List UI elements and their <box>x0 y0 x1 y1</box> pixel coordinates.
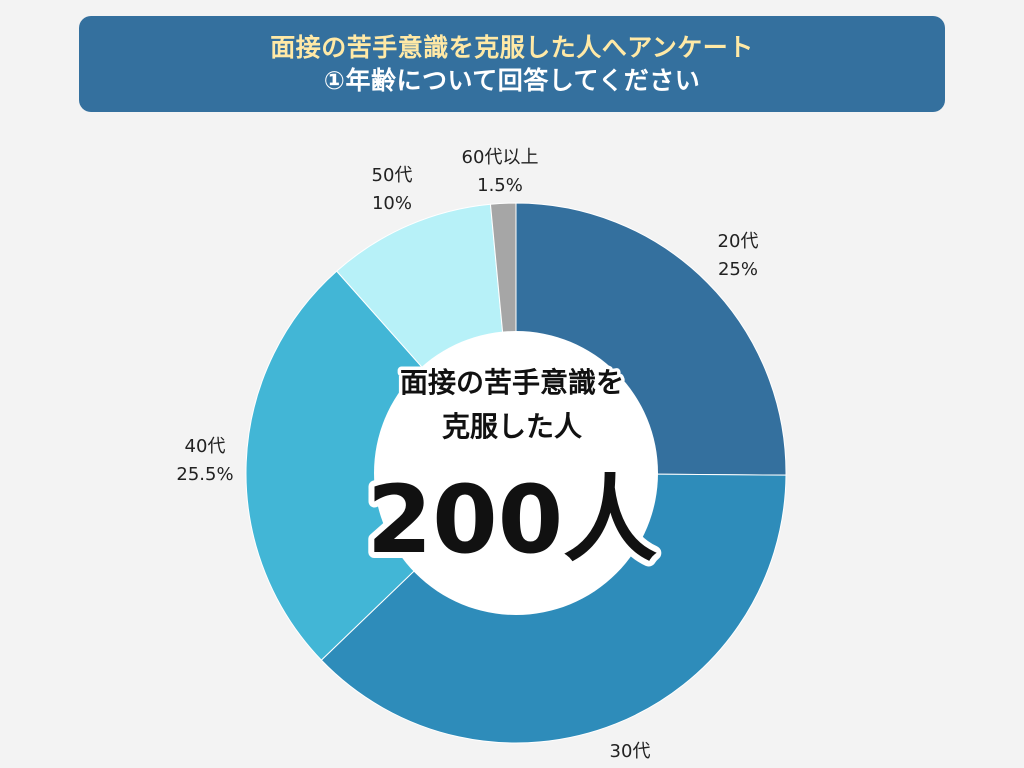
donut-hole <box>374 331 658 615</box>
slice-label-50s: 50代 <box>372 165 413 186</box>
center-caption-line2: 克服した人 <box>442 410 582 443</box>
center-caption-line1: 面接の苦手意識を <box>400 366 624 399</box>
slice-value-60-plus: 1.5% <box>477 175 523 196</box>
slice-value-50s: 10% <box>372 193 412 214</box>
chart-subtitle: ①年齢について回答してください <box>323 66 701 95</box>
slice-value-40s: 25.5% <box>176 464 233 485</box>
slice-label-20s: 20代 <box>718 231 759 252</box>
slice-label-30s: 30代 <box>610 741 651 762</box>
chart-title: 面接の苦手意識を克服した人へアンケート <box>270 33 754 62</box>
title-banner: 面接の苦手意識を克服した人へアンケート ①年齢について回答してください <box>79 16 945 112</box>
slice-value-20s: 25% <box>718 259 758 280</box>
label-group: 20代 25% 30代 40代 25.5% 50代 10% 60代以上 1.5% <box>176 147 758 762</box>
slice-label-40s: 40代 <box>185 436 226 457</box>
slice-label-60-plus: 60代以上 <box>462 147 539 168</box>
center-count: 200人 <box>367 466 657 575</box>
